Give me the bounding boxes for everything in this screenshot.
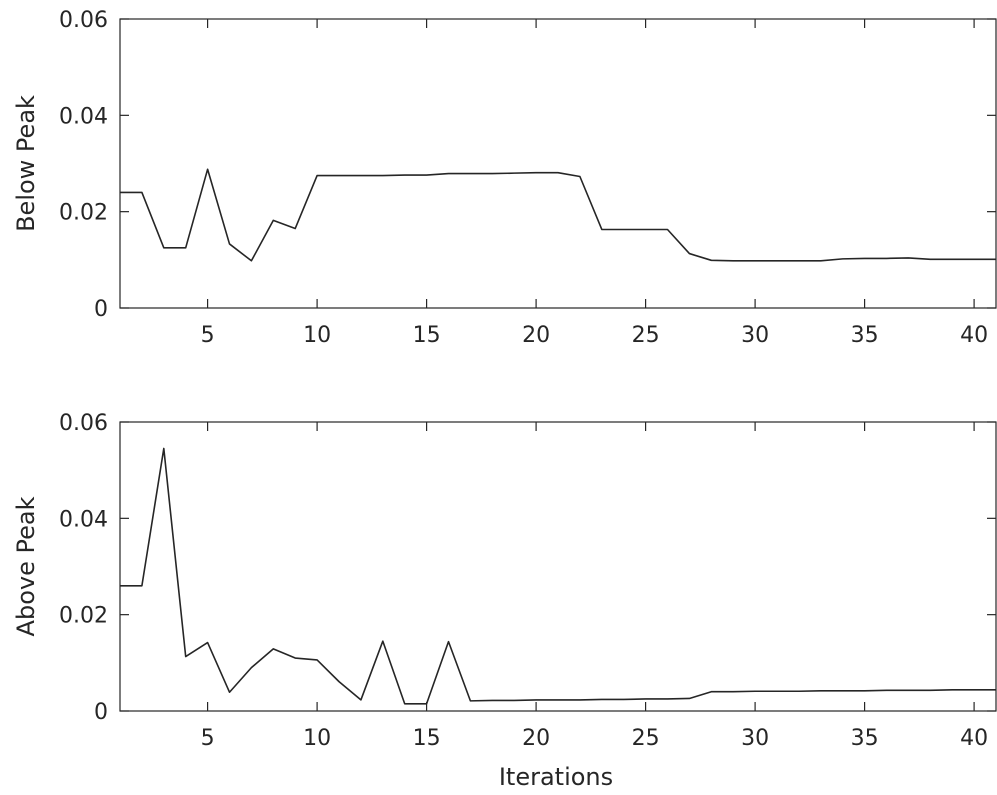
y-tick-label: 0.04 <box>59 104 108 129</box>
x-tick-label: 5 <box>201 726 215 751</box>
y-axis-label: Below Peak <box>12 95 40 232</box>
x-tick-label: 25 <box>632 726 660 751</box>
x-axis-label: Iterations <box>499 763 613 791</box>
plot-frame <box>119 18 997 309</box>
y-tick-label: 0 <box>94 297 108 322</box>
y-tick-label: 0.02 <box>59 604 108 629</box>
x-tick-label: 35 <box>851 726 879 751</box>
x-tick-label: 10 <box>303 726 331 751</box>
x-tick-label: 35 <box>851 323 879 348</box>
x-tick-label: 20 <box>522 726 550 751</box>
y-tick-label: 0.04 <box>59 507 108 532</box>
x-tick-label: 10 <box>303 323 331 348</box>
y-tick-label: 0.06 <box>59 8 108 33</box>
x-tick-label: 30 <box>741 323 769 348</box>
x-tick-label: 40 <box>960 726 988 751</box>
x-tick-label: 25 <box>632 323 660 348</box>
above-peak-chart: 5 10 15 20 25 30 35 40 0 0.02 0.04 0.06 Above Peak It… <box>12 411 997 791</box>
y-tick-label: 0.02 <box>59 201 108 226</box>
y-tick-label: 0 <box>94 700 108 725</box>
y-axis-label: Above Peak <box>12 496 40 636</box>
series-line <box>120 447 996 705</box>
plot-frame <box>119 421 997 712</box>
below-peak-chart: 5 10 15 20 25 30 35 40 0 0.02 0.04 0.06 Below Peak <box>12 8 997 348</box>
x-tick-label: 15 <box>413 323 441 348</box>
x-tick-label: 15 <box>413 726 441 751</box>
series-line <box>120 168 996 262</box>
x-tick-label: 5 <box>201 323 215 348</box>
x-tick-label: 20 <box>522 323 550 348</box>
y-tick-label: 0.06 <box>59 411 108 436</box>
x-tick-label: 30 <box>741 726 769 751</box>
x-tick-label: 40 <box>960 323 988 348</box>
